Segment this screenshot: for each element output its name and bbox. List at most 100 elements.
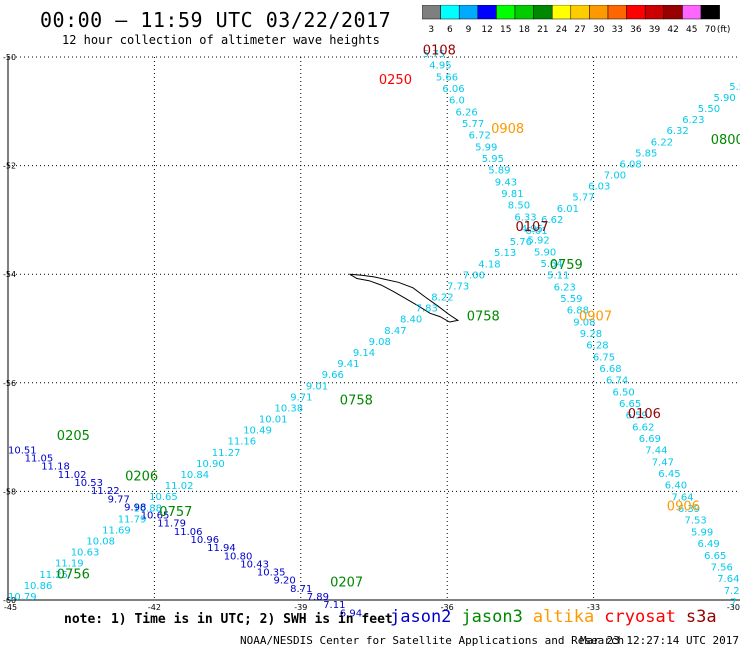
- wave-height-value: 7.11: [323, 600, 345, 611]
- wave-height-value: 6.94: [340, 608, 362, 619]
- wave-height-value: 5.85: [635, 148, 657, 159]
- wave-height-value: 9.20: [274, 576, 296, 587]
- wave-height-value: 11.06: [174, 527, 203, 538]
- wave-height-value: 11.25: [39, 570, 68, 581]
- pass-time-label: 0250: [379, 73, 412, 88]
- wave-height-value: 11.16: [228, 437, 257, 448]
- pass-time-label: 0908: [491, 122, 524, 137]
- wave-height-value: 6.88: [567, 306, 589, 317]
- wave-height-value: 5.77: [462, 119, 484, 130]
- wave-height-value: 6.06: [442, 84, 464, 95]
- wave-height-value: 6.0: [449, 96, 465, 107]
- wave-height-value: 6.26: [456, 107, 478, 118]
- wave-height-value: 7.56: [711, 562, 733, 573]
- wave-height-value: 6.39: [678, 504, 700, 515]
- wave-height-value: 6.65: [704, 551, 726, 562]
- wave-height-value: 6.01: [525, 226, 547, 237]
- wave-height-value: 9.41: [337, 359, 359, 370]
- pass-time-label: 0758: [340, 394, 373, 409]
- wave-height-value: 6.33: [514, 212, 536, 223]
- latitude-label: -60: [3, 596, 16, 605]
- wave-height-value: 7.64: [671, 492, 693, 503]
- wave-height-value: 6.74: [606, 376, 628, 387]
- wave-height-value: 6.68: [599, 364, 621, 375]
- wave-height-value: 6.40: [665, 481, 687, 492]
- latitude-label: -50: [3, 53, 16, 62]
- wave-height-value: 5.66: [436, 72, 458, 83]
- wave-height-value: 6.62: [632, 422, 654, 433]
- map-title: 00:00 – 11:59 UTC 03/22/2017: [40, 8, 392, 32]
- wave-height-value: 5.59: [560, 294, 582, 305]
- wave-height-value: 11.69: [102, 526, 131, 537]
- wave-height-value: 5.90: [714, 93, 736, 104]
- pass-time-label: 0207: [330, 575, 363, 590]
- wave-height-value: 11.79: [118, 514, 147, 525]
- map-subtitle: 12 hour collection of altimeter wave hei…: [62, 33, 380, 47]
- wave-height-value: 10.53: [74, 478, 103, 489]
- pass-time-label: 0107: [516, 220, 549, 235]
- legend-jason2: jason2: [390, 607, 452, 627]
- color-scale-label: 3: [428, 25, 434, 35]
- wave-height-value: 6.03: [588, 182, 610, 193]
- wave-height-value: 10.01: [259, 415, 288, 426]
- wave-height-value: 10.08: [86, 537, 115, 548]
- pass-time-label: 0108: [423, 43, 456, 58]
- wave-height-value: 9.71: [290, 392, 312, 403]
- wave-height-value: 10.63: [71, 548, 100, 559]
- color-scale-label: 45: [686, 25, 697, 35]
- wave-height-value: 7.25: [724, 586, 740, 597]
- wave-height-value: 5.99: [691, 527, 713, 538]
- wave-height-value: 5.92: [528, 236, 550, 247]
- wave-height-value: 6.72: [469, 131, 491, 142]
- color-scale-bar: 3 6 9 12 15 18 21 24 27 30 33 36 39 42 45 70 (ft): [422, 5, 731, 35]
- wave-height-value: 10.84: [181, 470, 210, 481]
- wave-height-value: 6.50: [613, 387, 635, 398]
- wave-height-value: 11.18: [41, 462, 70, 473]
- wave-height-value: 5.64: [541, 259, 563, 270]
- wave-height-value: 5.90: [534, 247, 556, 258]
- wave-height-value: 10.51: [8, 445, 37, 456]
- wave-height-value: 8.50: [508, 201, 530, 212]
- wave-height-value: 5.54: [729, 82, 740, 93]
- wave-height-value: 6.08: [620, 159, 642, 170]
- wave-height-value: 9.43: [495, 177, 517, 188]
- color-scale-label: 33: [612, 25, 623, 35]
- pass-time-label: 0106: [628, 407, 661, 422]
- wave-height-value: 10.65: [149, 492, 178, 503]
- wave-height-value: 7.53: [685, 516, 707, 527]
- wave-height-value: 11.05: [25, 454, 54, 465]
- wave-height-value: 10.80: [224, 551, 253, 562]
- wave-height-value: 10.65: [141, 511, 170, 522]
- wave-height-value: 6.75: [593, 352, 615, 363]
- wave-height-value: 9.98: [124, 502, 146, 513]
- latitude-label: -58: [3, 487, 16, 496]
- wave-height-value: 4.18: [478, 259, 500, 270]
- wave-height-value: 11.19: [55, 559, 84, 570]
- wave-height-value: 6.65: [619, 399, 641, 410]
- longitude-label: -36: [441, 603, 454, 612]
- wave-height-value: 11.02: [58, 470, 87, 481]
- wave-height-value: 9.08: [369, 337, 391, 348]
- color-scale-label: 15: [500, 25, 511, 35]
- wave-height-value: 7.60: [730, 597, 740, 608]
- wave-height-value: 10.88: [133, 503, 162, 514]
- color-scale-label: 70: [705, 25, 717, 35]
- latitude-label: -54: [3, 270, 16, 279]
- wave-height-value: 7.00: [463, 270, 485, 281]
- wave-height-value: 6.23: [682, 115, 704, 126]
- wave-height-value: 5.77: [572, 193, 594, 204]
- color-scale-label: 9: [466, 25, 472, 35]
- color-scale-unit: (ft): [717, 25, 731, 35]
- pass-time-label: 0758: [467, 309, 500, 324]
- wave-height-value: 10.96: [191, 535, 220, 546]
- wave-height-value: 9.77: [108, 494, 130, 505]
- wave-height-value: 8.40: [400, 315, 422, 326]
- wave-height-value: 7.47: [652, 457, 674, 468]
- wave-height-value: 7.73: [447, 282, 469, 293]
- color-scale-label: 42: [667, 25, 678, 35]
- wave-height-value: 6.28: [586, 341, 608, 352]
- wave-height-value: 10.43: [240, 559, 269, 570]
- wave-height-value: 8.22: [431, 293, 453, 304]
- wave-height-value: 7.44: [645, 446, 667, 457]
- color-scale-label: 24: [556, 25, 568, 35]
